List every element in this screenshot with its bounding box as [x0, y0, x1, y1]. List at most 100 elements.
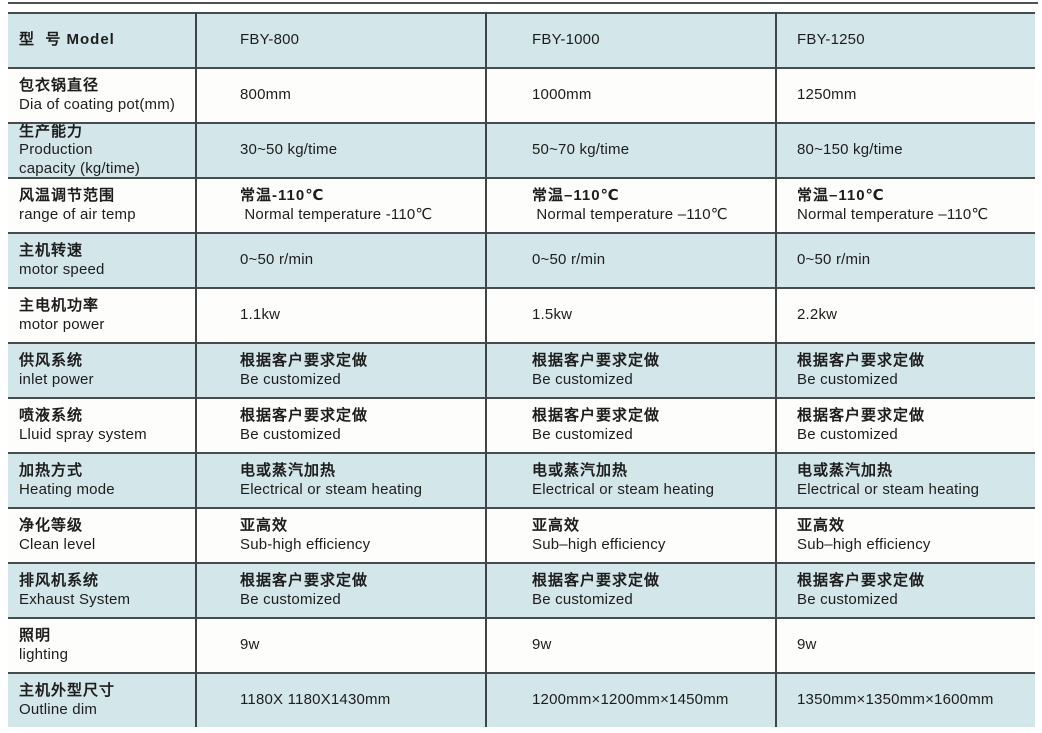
cell-line: Electrical or steam heating: [240, 480, 423, 498]
cell-line: 1.1kw: [240, 306, 281, 324]
spec-value-cell: 根据客户要求定做 Be customized: [195, 344, 485, 397]
spec-value-cell: 1.1kw: [195, 289, 485, 342]
model-header-row: 型 号 Model FBY-800 FBY-1000 FBY-1250: [8, 12, 1035, 67]
cell-line: 净化等级: [19, 517, 84, 534]
cell-line: motor power: [19, 315, 105, 333]
spec-value-cell: 电或蒸汽加热 Electrical or steam heating: [195, 454, 485, 507]
cell-line: 排风机系统: [19, 572, 100, 589]
cell-line: 生产能力: [19, 124, 84, 140]
table-row: 照明 lighting 9w 9w 9w: [8, 617, 1035, 672]
cell-line: 1250mm: [797, 86, 857, 104]
spec-value-cell: 常温-110℃ Normal temperature -110℃: [195, 179, 485, 232]
cell-line: 亚高效: [532, 517, 581, 534]
table-row: 主电机功率 motor power 1.1kw 1.5kw 2.2kw: [8, 287, 1035, 342]
spec-value-cell: 根据客户要求定做 Be customized: [775, 344, 1035, 397]
table-row: 主机外型尺寸 Outline dim 1180X 1180X1430mm 1200mm…: [8, 672, 1035, 727]
cell-line: motor speed: [19, 260, 105, 278]
row-label: 风温调节范围 range of air temp: [8, 179, 195, 232]
cell-line: 根据客户要求定做: [797, 352, 926, 369]
cell-line: FBY-800: [240, 31, 300, 49]
spec-value-cell: 亚高效 Sub-high efficiency: [195, 509, 485, 562]
spec-value-cell: 根据客户要求定做 Be customized: [485, 399, 775, 452]
row-label: 加热方式 Heating mode: [8, 454, 195, 507]
table-row: 供风系统 inlet power 根据客户要求定做 Be customized 根据客户…: [8, 342, 1035, 397]
cell-line: FBY-1250: [797, 31, 865, 49]
cell-line: 根据客户要求定做: [240, 572, 369, 589]
column-divider-3: [775, 12, 777, 727]
cell-line: 2.2kw: [797, 306, 838, 324]
spec-value-cell: 9w: [775, 619, 1035, 672]
top-rule-divider: [8, 2, 1038, 4]
column-divider-2: [485, 12, 487, 727]
cell-line: Normal temperature -110℃: [240, 205, 433, 223]
cell-line: 9w: [532, 636, 552, 654]
cell-line: Be customized: [240, 590, 341, 608]
spec-value-cell: FBY-1000: [485, 14, 775, 67]
cell-line: Be customized: [240, 370, 341, 388]
cell-line: 根据客户要求定做: [797, 572, 926, 589]
row-label: 排风机系统 Exhaust System: [8, 564, 195, 617]
cell-line: 0~50 r/min: [532, 251, 606, 269]
spec-value-cell: 800mm: [195, 69, 485, 122]
spec-value-cell: 根据客户要求定做 Be customized: [195, 564, 485, 617]
cell-line: 喷液系统: [19, 407, 84, 424]
spec-value-cell: 1350mm×1350mm×1600mm: [775, 674, 1035, 727]
row-label: 包衣锅直径 Dia of coating pot(mm): [8, 69, 195, 122]
spec-value-cell: 根据客户要求定做 Be customized: [775, 399, 1035, 452]
cell-line: 根据客户要求定做: [532, 352, 661, 369]
cell-line: Electrical or steam heating: [532, 480, 715, 498]
cell-line: Be customized: [797, 590, 898, 608]
cell-line: 供风系统: [19, 352, 84, 369]
spec-value-cell: 电或蒸汽加热 Electrical or steam heating: [485, 454, 775, 507]
cell-line: Normal temperature –110℃: [532, 205, 728, 223]
cell-line: Clean level: [19, 535, 96, 553]
cell-line: Electrical or steam heating: [797, 480, 980, 498]
cell-line: 800mm: [240, 86, 292, 104]
cell-line: 50~70 kg/time: [532, 141, 630, 159]
cell-line: 亚高效: [797, 517, 846, 534]
cell-line: 电或蒸汽加热: [532, 462, 629, 479]
spec-value-cell: 1.5kw: [485, 289, 775, 342]
cell-line: 根据客户要求定做: [240, 407, 369, 424]
cell-line: 根据客户要求定做: [797, 407, 926, 424]
cell-line: Be customized: [797, 370, 898, 388]
column-divider-1: [195, 12, 197, 727]
row-label: 喷液系统 Lluid spray system: [8, 399, 195, 452]
cell-line: Heating mode: [19, 480, 115, 498]
cell-line: 常温–110℃: [532, 187, 620, 204]
cell-line: 型 号 Model: [19, 31, 115, 49]
row-label: 照明 lighting: [8, 619, 195, 672]
row-label: 主机外型尺寸 Outline dim: [8, 674, 195, 727]
row-label: 型 号 Model: [8, 14, 195, 67]
table-row: 生产能力 Production capacity (kg/time) 30~50 kg…: [8, 122, 1035, 177]
spec-value-cell: 9w: [485, 619, 775, 672]
cell-line: 常温-110℃: [240, 187, 325, 204]
cell-line: lighting: [19, 645, 69, 663]
cell-line: 主电机功率: [19, 297, 100, 314]
spec-value-cell: 根据客户要求定做 Be customized: [195, 399, 485, 452]
cell-line: 9w: [797, 636, 817, 654]
cell-line: 包衣锅直径: [19, 77, 100, 94]
cell-line: 80~150 kg/time: [797, 141, 903, 159]
spec-value-cell: 80~150 kg/time: [775, 124, 1035, 177]
spec-value-cell: 根据客户要求定做 Be customized: [485, 564, 775, 617]
cell-line: Sub-high efficiency: [240, 535, 371, 553]
cell-line: 根据客户要求定做: [532, 407, 661, 424]
table-row: 风温调节范围 range of air temp 常温-110℃ Normal te…: [8, 177, 1035, 232]
cell-line: 电或蒸汽加热: [240, 462, 337, 479]
table-row: 排风机系统 Exhaust System 根据客户要求定做 Be customized…: [8, 562, 1035, 617]
cell-line: 9w: [240, 636, 260, 654]
cell-line: Be customized: [532, 590, 633, 608]
spec-table: 型 号 Model FBY-800 FBY-1000 FBY-1250 包衣锅直径 Dia…: [8, 12, 1035, 727]
spec-value-cell: 1200mm×1200mm×1450mm: [485, 674, 775, 727]
cell-line: 照明: [19, 627, 52, 644]
cell-line: FBY-1000: [532, 31, 600, 49]
table-row: 净化等级 Clean level 亚高效 Sub-high efficiency 亚高效…: [8, 507, 1035, 562]
cell-line: 主机转速: [19, 242, 84, 259]
cell-line: 根据客户要求定做: [532, 572, 661, 589]
cell-line: 亚高效: [240, 517, 289, 534]
cell-line: Sub–high efficiency: [532, 535, 666, 553]
cell-line: Dia of coating pot(mm): [19, 95, 176, 113]
spec-value-cell: 电或蒸汽加热 Electrical or steam heating: [775, 454, 1035, 507]
